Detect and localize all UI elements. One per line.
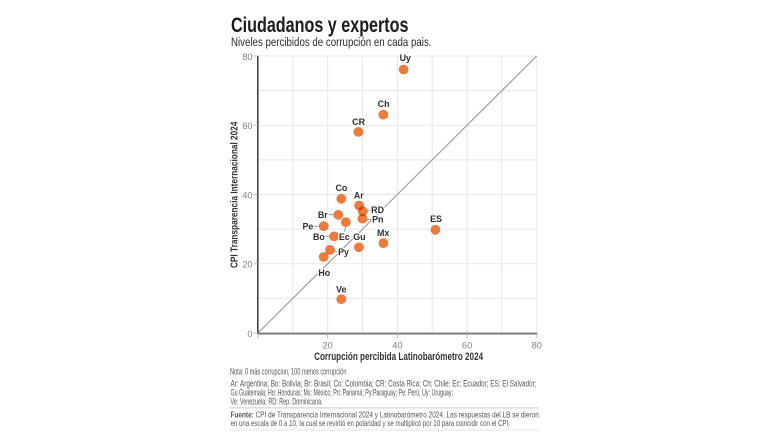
- svg-text:80: 80: [532, 341, 542, 351]
- svg-text:CR: CR: [352, 117, 365, 127]
- svg-text:Mx: Mx: [377, 228, 389, 238]
- svg-text:Ciudadanos y expertos: Ciudadanos y expertos: [231, 13, 409, 37]
- svg-text:20: 20: [323, 341, 333, 351]
- svg-text:Nota: 0 más corrupcion, 100 me: Nota: 0 más corrupcion, 100 menos corrup…: [230, 367, 347, 377]
- svg-text:Ve: Venezuela; RD: Rep. Domini: Ve: Venezuela; RD: Rep. Dominicana.: [231, 396, 323, 406]
- svg-text:Corrupción percibida Latinobar: Corrupción percibida Latinobarómetro 202…: [314, 351, 483, 363]
- svg-text:Niveles percibidos de corrupci: Niveles percibidos de corrupción en cada…: [231, 35, 432, 49]
- svg-text:Ch: Ch: [378, 99, 390, 109]
- svg-text:Co: Co: [335, 183, 347, 193]
- svg-text:Ar: Ar: [354, 190, 364, 200]
- svg-text:40: 40: [392, 341, 402, 351]
- svg-text:Uy: Uy: [400, 53, 411, 63]
- svg-text:0: 0: [247, 329, 252, 339]
- svg-text:40: 40: [242, 190, 252, 200]
- svg-text:20: 20: [242, 260, 252, 270]
- svg-text:Py: Py: [338, 247, 349, 257]
- svg-text:Pe: Pe: [302, 222, 313, 232]
- svg-text:Gu: Gu: [353, 232, 365, 242]
- svg-text:Br: Br: [318, 210, 328, 220]
- svg-text:Ho: Ho: [318, 268, 330, 278]
- svg-text:60: 60: [462, 341, 472, 351]
- svg-text:80: 80: [242, 52, 252, 62]
- svg-text:Pn: Pn: [372, 214, 383, 224]
- svg-text:60: 60: [242, 121, 252, 131]
- svg-text:ES: ES: [430, 214, 442, 224]
- svg-text:Bo: Bo: [313, 232, 325, 242]
- svg-text:en una escala de 0 a 10, la cu: en una escala de 0 a 10, la cual se revi…: [231, 418, 511, 428]
- svg-text:Ve: Ve: [336, 285, 346, 295]
- svg-text:Ec: Ec: [339, 232, 350, 242]
- svg-text:CPI Transparencia Internaciona: CPI Transparencia Internacional 2024: [230, 121, 241, 268]
